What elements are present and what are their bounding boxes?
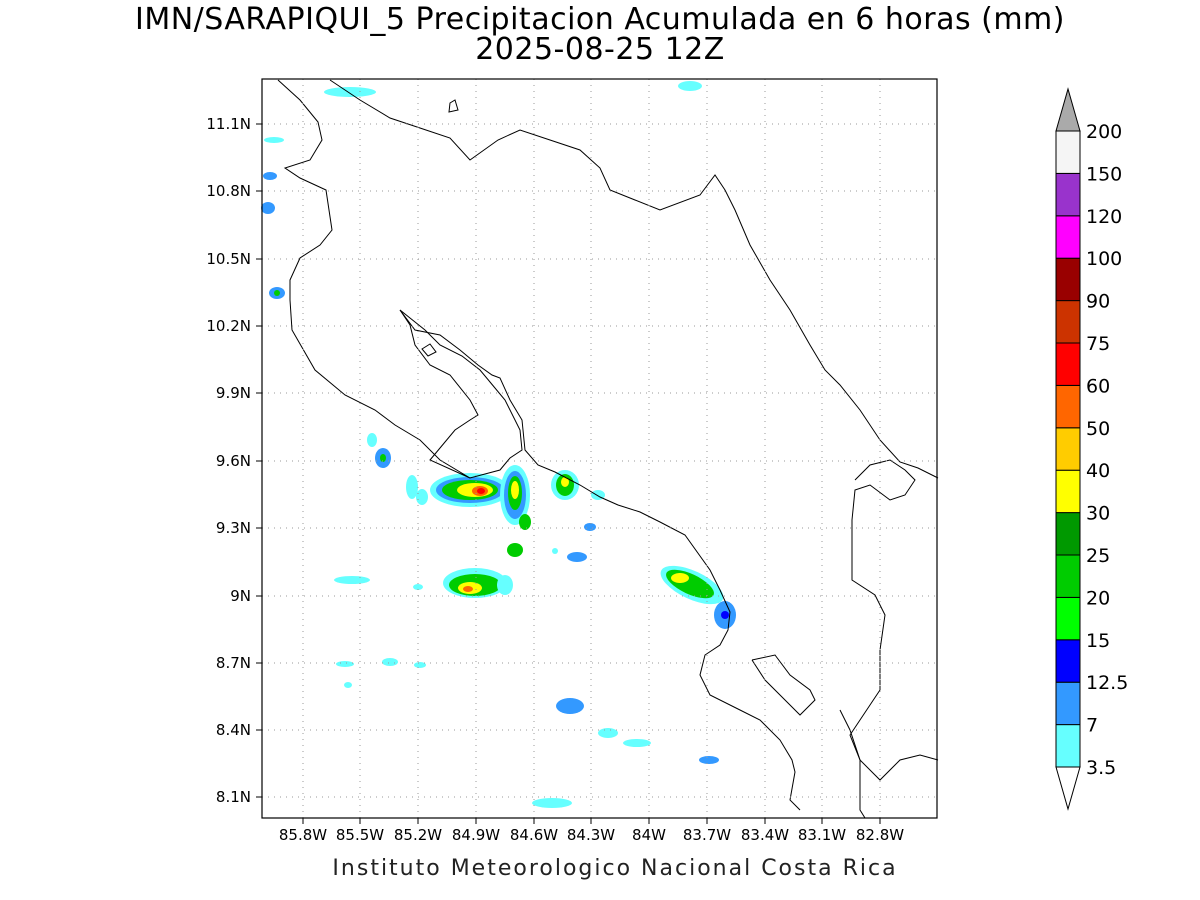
colorbar-swatch <box>1055 130 1081 174</box>
colorbar-label: 15 <box>1086 630 1110 652</box>
lon-label: 84.9W <box>452 826 500 844</box>
lon-label: 82.8W <box>856 826 904 844</box>
colorbar-label: 25 <box>1086 545 1110 567</box>
colorbar-label: 20 <box>1086 587 1110 609</box>
lon-label: 84.3W <box>567 826 615 844</box>
colorbar-swatch <box>1055 469 1081 514</box>
colorbar-swatch <box>1055 512 1081 556</box>
colorbar-label: 3.5 <box>1086 757 1116 779</box>
colorbar-label: 40 <box>1086 460 1110 482</box>
colorbar-swatch <box>1055 342 1081 386</box>
lon-label: 83.4W <box>741 826 789 844</box>
lon-label: 85.2W <box>394 826 442 844</box>
lon-label: 83.1W <box>798 826 846 844</box>
coastlines <box>277 79 939 819</box>
lat-label: 8.4N <box>216 721 251 739</box>
map-subtitle-datetime: 2025-08-25 12Z <box>475 32 725 67</box>
precipitation-areas <box>261 81 736 808</box>
lat-label: 11.1N <box>206 115 251 133</box>
colorbar-max-arrow <box>1055 87 1081 132</box>
footer-credit: Instituto Meteorologico Nacional Costa R… <box>332 856 898 881</box>
lat-label: 9.9N <box>216 384 251 402</box>
lon-label: 85.5W <box>336 826 384 844</box>
plot-border <box>261 78 938 819</box>
lat-label: 8.1N <box>216 788 251 806</box>
colorbar-label: 150 <box>1086 163 1122 185</box>
graticule <box>262 79 937 818</box>
colorbar-swatch <box>1055 257 1081 302</box>
lat-label: 9.3N <box>216 519 251 537</box>
colorbar-label: 200 <box>1086 121 1122 143</box>
longitude-labels: 85.8W 85.5W 85.2W 84.9W 84.6W 84.3W 84W … <box>279 826 904 844</box>
colorbar-label: 60 <box>1086 375 1110 397</box>
colorbar-label: 30 <box>1086 503 1110 525</box>
colorbar-label: 7 <box>1086 715 1098 737</box>
lon-label: 84W <box>632 826 666 844</box>
colorbar-swatch <box>1055 554 1081 598</box>
map-title: IMN/SARAPIQUI_5 Precipitacion Acumulada … <box>135 2 1065 37</box>
colorbar-swatch <box>1055 384 1081 429</box>
colorbar-label: 100 <box>1086 248 1122 270</box>
colorbar-swatch <box>1055 681 1081 726</box>
lon-label: 85.8W <box>279 826 327 844</box>
lat-label: 9.6N <box>216 452 251 470</box>
lat-label: 10.8N <box>206 182 251 200</box>
colorbar-swatch <box>1055 427 1081 471</box>
lat-label: 10.2N <box>206 317 251 335</box>
colorbar-label: 90 <box>1086 291 1110 313</box>
latitude-labels: 11.1N 10.8N 10.5N 10.2N 9.9N 9.6N 9.3N 9… <box>206 115 251 806</box>
lon-label: 83.7W <box>683 826 731 844</box>
colorbar-swatch <box>1055 639 1081 683</box>
colorbar-legend: 3.5 7 12.5 15 20 25 30 40 50 60 75 90 100 120 150 200 <box>1055 87 1128 811</box>
colorbar-min-arrow <box>1055 766 1081 811</box>
colorbar-swatch <box>1055 215 1081 259</box>
colorbar-label: 50 <box>1086 418 1110 440</box>
colorbar-swatch <box>1055 596 1081 641</box>
lat-label: 9N <box>230 587 251 605</box>
lat-label: 10.5N <box>206 250 251 268</box>
colorbar-swatch <box>1055 300 1081 344</box>
colorbar-swatch <box>1055 172 1081 217</box>
colorbar-label: 75 <box>1086 333 1110 355</box>
colorbar-swatch <box>1055 724 1081 768</box>
colorbar-label: 120 <box>1086 206 1122 228</box>
lat-label: 8.7N <box>216 654 251 672</box>
axis-ticks <box>256 123 881 824</box>
colorbar-label: 12.5 <box>1086 672 1128 694</box>
lon-label: 84.6W <box>510 826 558 844</box>
